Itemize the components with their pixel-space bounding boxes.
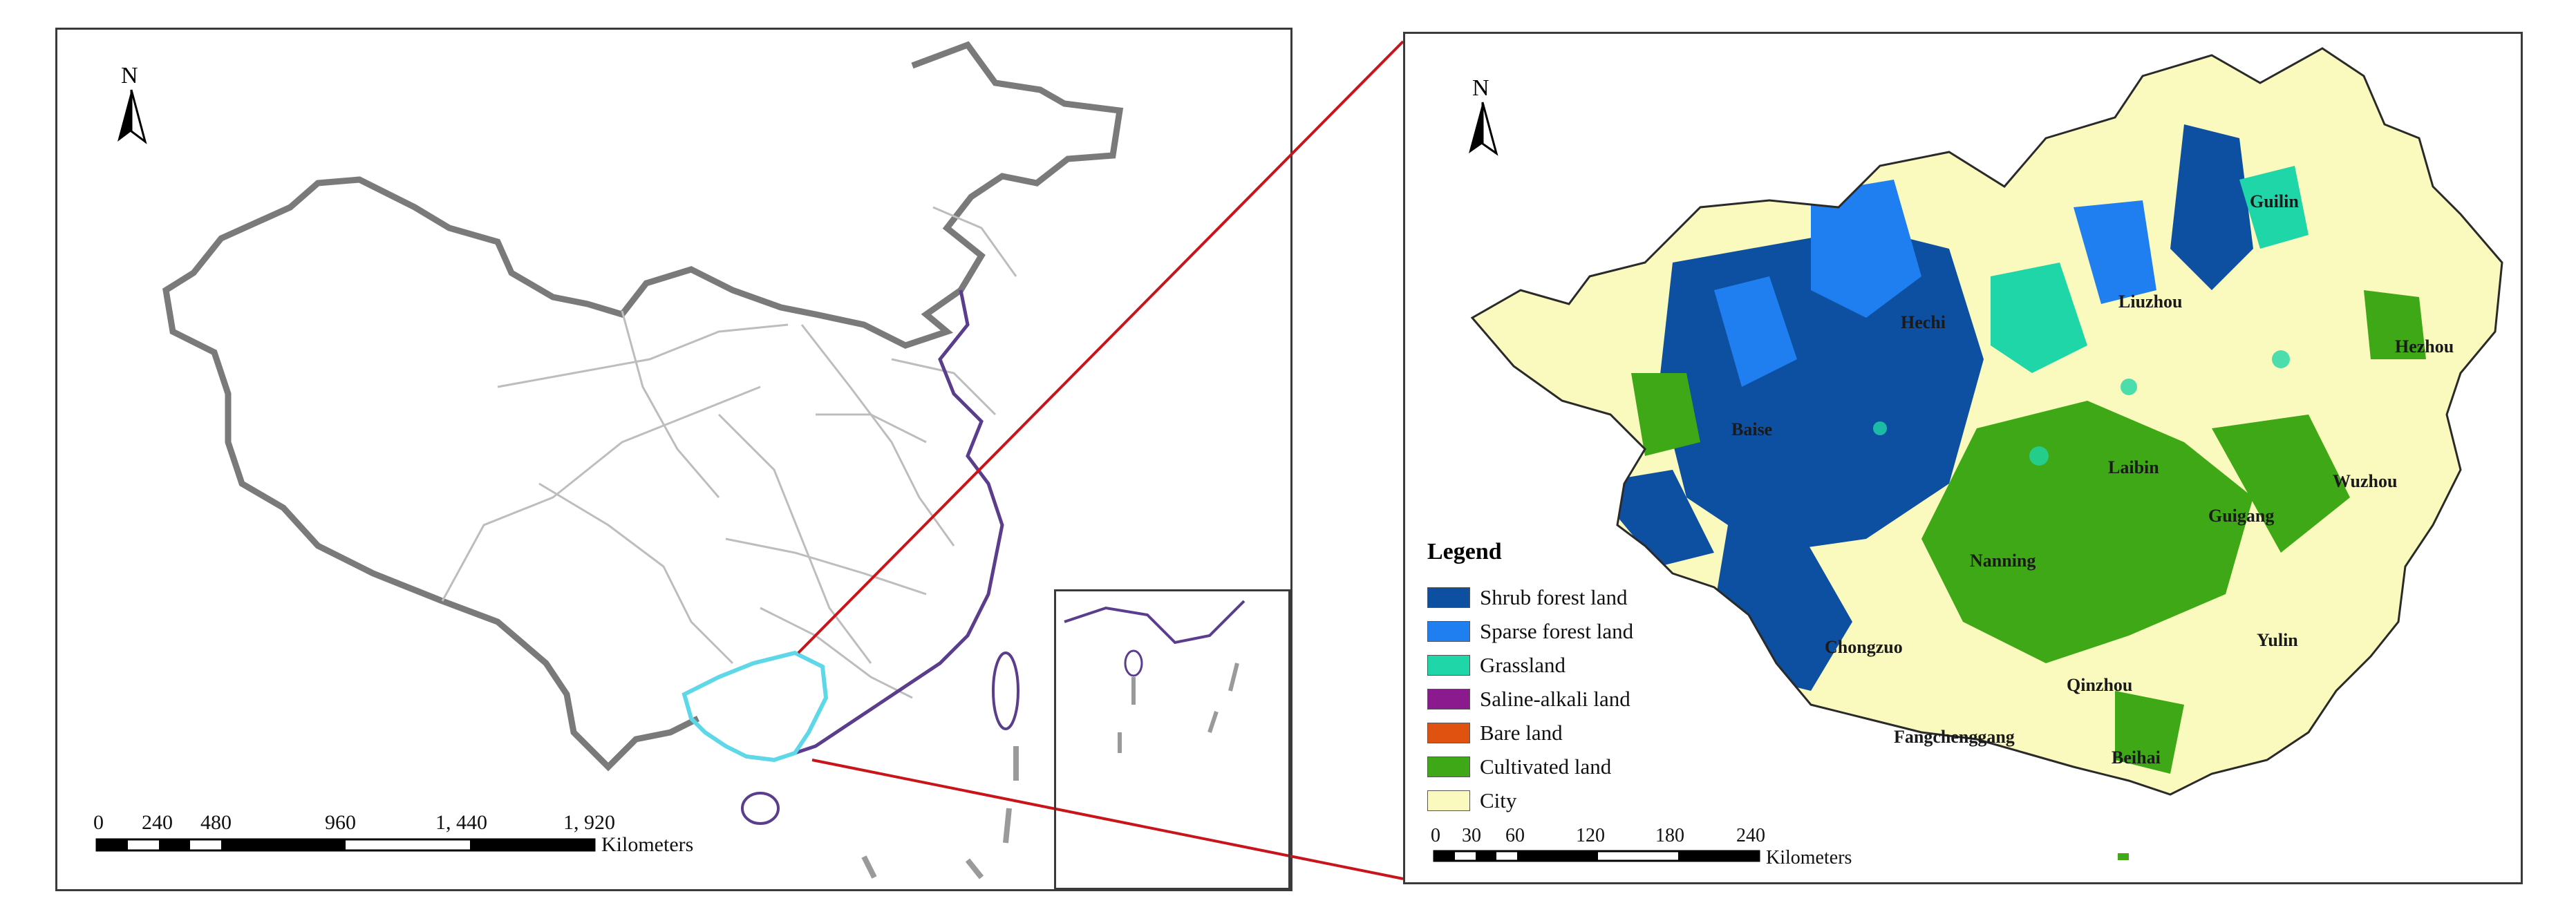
left-scale-tick-0: 0 — [93, 811, 104, 834]
city-label-liuzhou: Liuzhou — [2118, 292, 2183, 312]
legend-swatch — [1427, 620, 1470, 642]
city-label-yulin: Yulin — [2257, 630, 2298, 650]
legend-swatch — [1427, 587, 1470, 608]
legend-label: Cultivated land — [1480, 754, 1612, 779]
legend-swatch — [1427, 722, 1470, 743]
left-scale-unit: Kilometers — [601, 833, 693, 856]
legend-swatch — [1427, 688, 1470, 710]
right-north-arrow: N — [1469, 75, 1498, 156]
legend-label: Bare land — [1480, 720, 1563, 745]
left-scale-tick-3: 960 — [325, 811, 356, 834]
legend-item: Bare land — [1427, 716, 1718, 750]
china-overview-map — [55, 28, 1292, 891]
left-north-arrow: N — [117, 63, 147, 144]
legend-label: City — [1480, 788, 1517, 812]
guangxi-highlight — [681, 650, 829, 763]
city-label-wuzhou: Wuzhou — [2333, 471, 2397, 491]
legend-swatch — [1427, 654, 1470, 676]
legend-label: Saline-alkali land — [1480, 686, 1630, 711]
legend-item: Saline-alkali land — [1427, 682, 1718, 716]
city-label-nanning: Nanning — [1970, 551, 2036, 571]
legend-label: Sparse forest land — [1480, 618, 1634, 643]
south-china-sea-inset — [1054, 589, 1290, 890]
city-labels: Guilin Liuzhou Hechi Hezhou Baise Laibin… — [1731, 191, 2454, 768]
legend-swatch — [1427, 790, 1470, 811]
legend-label: Grassland — [1480, 652, 1566, 677]
connector-bottom — [811, 759, 1404, 880]
coastline — [773, 289, 1004, 762]
province-boundaries — [441, 206, 1017, 699]
map-legend: Legend Shrub forest land Sparse forest la… — [1427, 539, 1718, 817]
legend-item: City — [1427, 783, 1718, 817]
left-scale-tick-1: 240 — [142, 811, 173, 834]
right-scale-tick-5: 240 — [1736, 825, 1765, 846]
city-label-qinzhou: Qinzhou — [2067, 675, 2132, 695]
right-scale-tick-1: 30 — [1462, 825, 1481, 846]
legend-item: Grassland — [1427, 648, 1718, 682]
left-scale-tick-4: 1, 440 — [435, 811, 487, 834]
city-label-laibin: Laibin — [2108, 457, 2159, 477]
taiwan-island — [992, 651, 1019, 730]
legend-item: Shrub forest land — [1427, 580, 1718, 614]
right-scale-tick-2: 60 — [1505, 825, 1525, 846]
left-north-label: N — [121, 63, 138, 88]
guangxi-outline — [1470, 47, 2503, 796]
city-label-chongzuo: Chongzuo — [1825, 637, 1903, 657]
right-north-label: N — [1472, 75, 1489, 101]
left-scale-tick-2: 480 — [200, 811, 232, 834]
connector-top — [797, 40, 1404, 654]
inset-content — [1118, 663, 1239, 753]
city-label-guigang: Guigang — [2208, 506, 2274, 526]
right-scale-tick-0: 0 — [1431, 825, 1440, 846]
right-scale-bar: 0 30 60 120 180 240 Kilometers — [1431, 825, 1852, 868]
hainan-island — [741, 792, 780, 825]
legend-label: Shrub forest land — [1480, 584, 1628, 609]
sea-boundary-dashes — [861, 746, 1019, 879]
right-scale-tick-3: 120 — [1576, 825, 1605, 846]
city-label-baise: Baise — [1731, 419, 1772, 439]
legend-swatch — [1427, 756, 1470, 777]
china-outline — [162, 41, 1124, 772]
right-scale-unit: Kilometers — [1766, 847, 1852, 868]
city-label-beihai: Beihai — [2112, 748, 2161, 768]
legend-item: Cultivated land — [1427, 750, 1718, 783]
legend-title: Legend — [1427, 539, 1502, 564]
guangxi-landuse-map — [1403, 32, 2523, 884]
legend-item: Sparse forest land — [1427, 614, 1718, 648]
small-island — [2118, 853, 2129, 860]
city-label-hechi: Hechi — [1901, 312, 1946, 332]
right-scale-tick-4: 180 — [1655, 825, 1684, 846]
city-label-guilin: Guilin — [2250, 191, 2299, 211]
city-label-fangchenggang: Fangchenggang — [1894, 727, 2015, 747]
left-scale-bar: 0 240 480 960 1, 440 1, 920 Kilometers — [93, 811, 693, 856]
legend-items: Shrub forest land Sparse forest land Grass… — [1427, 580, 1718, 817]
city-label-hezhou: Hezhou — [2395, 336, 2454, 356]
left-scale-tick-5: 1, 920 — [563, 811, 615, 834]
